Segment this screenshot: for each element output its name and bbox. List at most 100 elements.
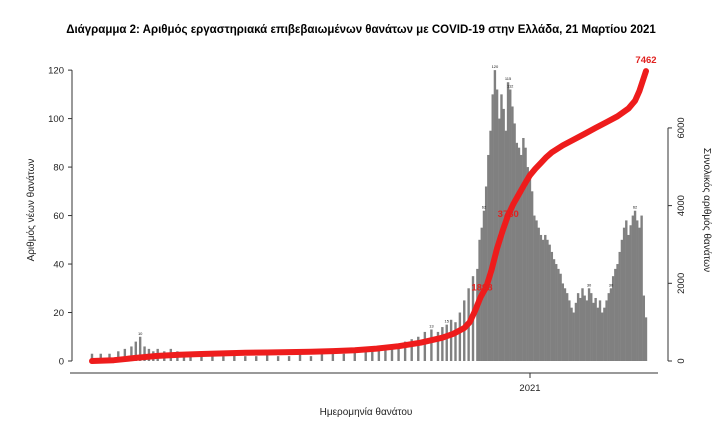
daily-bar [559, 273, 562, 361]
daily-bar [364, 351, 367, 361]
daily-bar [568, 300, 571, 361]
axis-titles: Ημερομηνία θανάτου Αριθμός νέων θανάτων Συ… [25, 148, 713, 418]
daily-bar [449, 319, 453, 361]
daily-bar [596, 307, 600, 361]
daily-bar [629, 225, 632, 361]
daily-bar [581, 288, 584, 361]
daily-bar [519, 154, 523, 361]
daily-bar [90, 353, 94, 361]
daily-bar [601, 312, 604, 361]
daily-bar [371, 348, 374, 361]
daily-bar [487, 154, 490, 361]
daily-bar [287, 356, 291, 361]
daily-bar [130, 346, 133, 361]
daily-bar-label: 62 [633, 205, 638, 210]
daily-bar [625, 220, 628, 361]
daily-bar [526, 167, 529, 361]
daily-bar [640, 215, 643, 361]
daily-bar [633, 210, 637, 361]
daily-bar [320, 353, 324, 361]
daily-bar [309, 356, 313, 361]
daily-bar [458, 312, 462, 361]
daily-bar [511, 106, 514, 361]
daily-bar [607, 293, 610, 361]
daily-bar [618, 251, 621, 361]
daily-bar [417, 336, 420, 361]
daily-bar [276, 356, 280, 361]
daily-bar-label: 120 [492, 64, 499, 69]
daily-deaths-bars [90, 70, 648, 362]
cumulative-value-label: 1898 [471, 282, 492, 293]
daily-bar [384, 348, 387, 361]
left-axis-tick-label: 40 [53, 260, 64, 271]
daily-bar [620, 239, 624, 361]
daily-bar [541, 239, 545, 361]
daily-bar [603, 307, 606, 361]
daily-bar-label: 62 [482, 205, 487, 210]
daily-bar [550, 251, 554, 361]
left-axis-tick-label: 0 [59, 357, 64, 368]
daily-bar [493, 70, 497, 362]
daily-bar [410, 339, 413, 361]
daily-bar [570, 307, 573, 361]
daily-bar [436, 331, 440, 361]
daily-bar [631, 215, 635, 361]
daily-bar [594, 297, 597, 361]
daily-bar [576, 293, 580, 361]
daily-bar [644, 317, 648, 361]
daily-bar [138, 336, 142, 361]
daily-bar [638, 227, 641, 361]
daily-bar [454, 322, 457, 361]
left-y-axis-title: Αριθμός νέων θανάτων [25, 159, 37, 262]
daily-bar [544, 234, 547, 361]
daily-bar [495, 89, 499, 362]
daily-bar [134, 341, 137, 361]
daily-bar [522, 137, 525, 361]
daily-deaths-bar-labels: 10 120 115 112 62 62 30 30 13 15 [138, 64, 638, 336]
daily-bar [117, 351, 120, 361]
x-axis-title: Ημερομηνία θανάτου [320, 406, 413, 418]
daily-bar [579, 297, 582, 361]
daily-bar [627, 234, 630, 361]
daily-bar [611, 276, 615, 361]
daily-bar [233, 353, 236, 361]
daily-bar [535, 220, 538, 361]
left-axis-tick-label: 60 [53, 211, 64, 222]
daily-bar-label: 112 [507, 84, 514, 89]
right-axis-tick-label: 0 [676, 358, 687, 363]
daily-bar [397, 344, 400, 361]
daily-bar [587, 288, 591, 361]
daily-bar [517, 147, 521, 361]
daily-bar [561, 283, 564, 361]
chart-title: Διάγραμμα 2: Αριθμός εργαστηριακά επιβεβ… [66, 24, 656, 36]
daily-bar [583, 295, 586, 361]
daily-bar [331, 351, 335, 361]
daily-bar [222, 356, 225, 361]
daily-bar [592, 302, 595, 361]
daily-bar-label: 30 [587, 282, 592, 287]
daily-bar [513, 123, 516, 361]
daily-bar [552, 259, 556, 361]
daily-bar-label: 115 [505, 76, 512, 81]
daily-bar-label: 15 [445, 319, 450, 324]
left-axis-tick-label: 100 [48, 114, 64, 125]
daily-bar [489, 130, 492, 361]
cumulative-line-path [89, 68, 649, 364]
daily-bar [598, 300, 602, 361]
daily-bar [342, 353, 346, 361]
left-axis-tick-label: 20 [53, 308, 64, 319]
daily-bar [244, 356, 247, 361]
daily-bar [528, 179, 532, 361]
right-y-axis: 0 2000 4000 6000 [667, 117, 687, 364]
daily-bar [298, 353, 302, 361]
daily-bar [609, 288, 613, 361]
left-y-axis: 0 20 40 60 80 100 120 [48, 66, 73, 368]
daily-bar [476, 268, 479, 361]
daily-bar [143, 346, 146, 361]
daily-bar [548, 244, 551, 361]
right-axis-tick-label: 6000 [676, 117, 687, 138]
cumulative-deaths-labels: 1898 3780 7462 [471, 55, 656, 293]
daily-bar [524, 147, 527, 361]
daily-bar [572, 312, 575, 361]
